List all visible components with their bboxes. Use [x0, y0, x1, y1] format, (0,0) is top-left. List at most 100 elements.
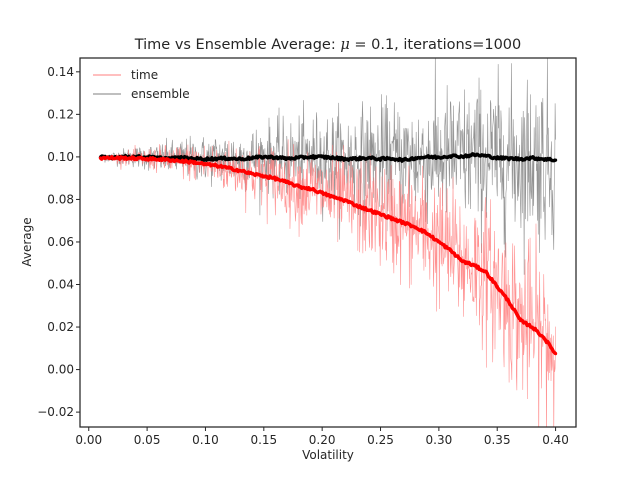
data-point-ensemble	[472, 153, 476, 157]
average-lines-layer	[98, 152, 558, 356]
chart-title-prefix: Time vs Ensemble Average:	[134, 37, 341, 53]
data-point-time	[145, 157, 149, 161]
data-point-ensemble	[308, 155, 313, 159]
x-tick-label: 0.15	[250, 433, 277, 447]
data-point-ensemble	[355, 156, 359, 161]
data-point-time	[238, 169, 243, 173]
data-point-time	[180, 159, 184, 163]
y-tick-label: 0.02	[47, 320, 74, 334]
x-axis-ticks: 0.00 0.05 0.10 0.15 0.20 0.25 0.30 0.35 0.40	[75, 427, 569, 447]
data-point-ensemble	[180, 156, 184, 160]
raw-series-ensemble	[100, 58, 556, 275]
data-point-ensemble	[273, 155, 278, 159]
y-axis-label: Average	[20, 217, 34, 266]
data-point-time	[460, 259, 464, 263]
data-point-time	[530, 325, 534, 329]
x-tick-label: 0.25	[367, 433, 394, 447]
legend-label-time: time	[131, 68, 158, 82]
data-point-time	[227, 166, 231, 170]
data-point-ensemble	[320, 155, 324, 159]
x-tick-label: 0.30	[426, 433, 453, 447]
raw-series-time	[100, 139, 556, 427]
raw-noise-layer	[100, 58, 556, 427]
data-point-ensemble	[238, 157, 243, 161]
data-point-ensemble	[297, 156, 301, 160]
data-point-time	[262, 174, 266, 178]
data-point-time	[367, 208, 371, 212]
legend-label-ensemble: ensemble	[131, 87, 190, 101]
data-point-time	[250, 172, 254, 176]
data-point-time	[332, 195, 336, 199]
data-point-ensemble	[332, 156, 336, 160]
data-point-time	[378, 212, 383, 216]
data-point-time	[308, 187, 313, 191]
data-point-ensemble	[402, 158, 406, 162]
y-tick-label: 0.10	[47, 150, 74, 164]
data-point-time	[192, 160, 196, 164]
data-point-time	[285, 180, 289, 185]
data-point-time	[413, 225, 418, 229]
y-axis-ticks: −0.02 0.00 0.02 0.04 0.06 0.08 0.10 0.12 0.14	[37, 65, 80, 419]
data-point-time	[542, 336, 546, 340]
x-axis-label: Volatility	[302, 448, 354, 462]
data-point-time	[553, 352, 558, 356]
data-point-time	[390, 216, 394, 221]
data-point-time	[168, 158, 173, 162]
x-tick-label: 0.05	[134, 433, 161, 447]
y-tick-label: −0.02	[37, 405, 74, 419]
data-point-time	[122, 156, 126, 160]
data-point-ensemble	[378, 157, 383, 161]
x-tick-label: 0.40	[542, 433, 569, 447]
data-point-ensemble	[460, 154, 464, 159]
data-point-ensemble	[507, 156, 511, 160]
data-point-ensemble	[495, 156, 499, 160]
data-point-ensemble	[437, 155, 441, 159]
data-point-time	[343, 198, 348, 203]
data-point-ensemble	[227, 156, 231, 160]
data-point-time	[472, 263, 476, 267]
data-point-ensemble	[367, 156, 371, 160]
data-point-time	[437, 240, 441, 244]
y-tick-label: 0.12	[47, 107, 74, 121]
y-tick-label: 0.04	[47, 278, 74, 292]
data-point-time	[98, 156, 103, 160]
y-tick-label: 0.06	[47, 235, 74, 249]
data-point-ensemble	[262, 155, 266, 159]
data-point-ensemble	[553, 158, 558, 162]
data-point-ensemble	[448, 154, 453, 158]
x-tick-label: 0.20	[309, 433, 336, 447]
x-tick-label: 0.00	[75, 433, 102, 447]
data-point-time	[110, 156, 114, 160]
data-point-time	[273, 176, 278, 181]
data-point-ensemble	[413, 156, 418, 160]
data-point-ensemble	[390, 156, 394, 161]
data-point-time	[448, 248, 453, 253]
data-point-time	[133, 156, 138, 160]
y-tick-label: 0.14	[47, 65, 74, 79]
average-line-time	[99, 155, 557, 355]
data-point-ensemble	[343, 157, 348, 161]
x-tick-label: 0.10	[192, 433, 219, 447]
data-point-time	[518, 319, 523, 323]
data-point-time	[320, 191, 324, 195]
data-point-time	[402, 221, 406, 225]
data-point-ensemble	[483, 154, 488, 158]
data-point-ensemble	[530, 156, 534, 160]
data-point-time	[203, 162, 208, 166]
data-point-time	[215, 164, 219, 168]
chart-title-mu: μ	[340, 37, 349, 53]
data-point-time	[297, 185, 301, 189]
data-point-time	[157, 157, 161, 161]
legend: time ensemble	[93, 68, 190, 101]
data-point-ensemble	[518, 157, 523, 161]
data-point-ensemble	[542, 157, 546, 161]
y-tick-label: 0.00	[47, 363, 74, 377]
data-point-time	[355, 204, 359, 208]
data-point-time	[495, 285, 499, 289]
data-point-time	[483, 270, 488, 274]
data-point-ensemble	[192, 156, 196, 161]
data-point-time	[425, 231, 429, 236]
data-point-time	[507, 299, 511, 304]
